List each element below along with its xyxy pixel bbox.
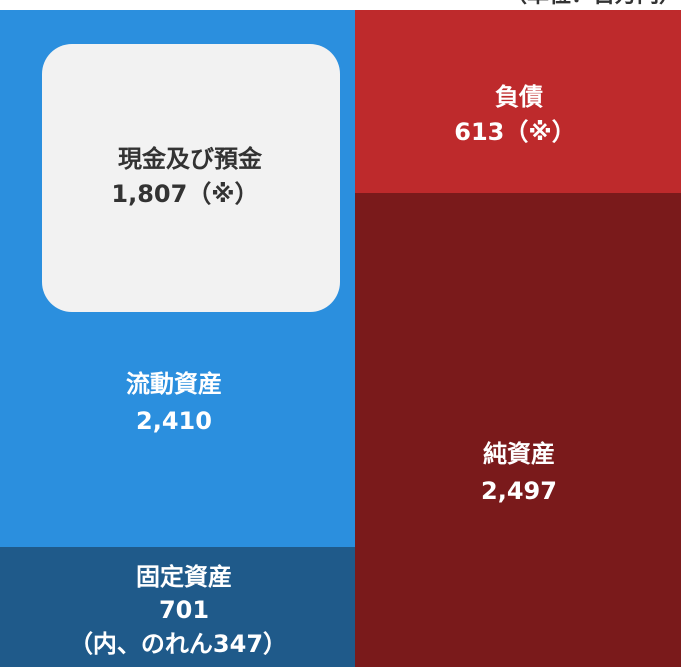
liabilities-label: 負債 [495,83,543,111]
fixed-assets-block [0,547,355,667]
cash-block [42,44,340,312]
liabilities-value: 613（※） [454,118,575,146]
fixed-assets-note: （内、のれん347） [69,630,287,658]
cash-value: 1,807（※） [111,180,258,208]
current-assets-value: 2,410 [136,407,212,435]
cash-label: 現金及び預金 [118,145,263,173]
net-assets-value: 2,497 [481,477,557,505]
liabilities-block [355,10,681,193]
unit-label: （単位：百万円） [505,0,681,8]
fixed-assets-value: 701 [159,596,209,624]
current-assets-label: 流動資産 [126,370,222,398]
fixed-assets-label: 固定資産 [136,563,232,591]
net-assets-block [355,193,681,667]
net-assets-label: 純資産 [483,440,555,468]
